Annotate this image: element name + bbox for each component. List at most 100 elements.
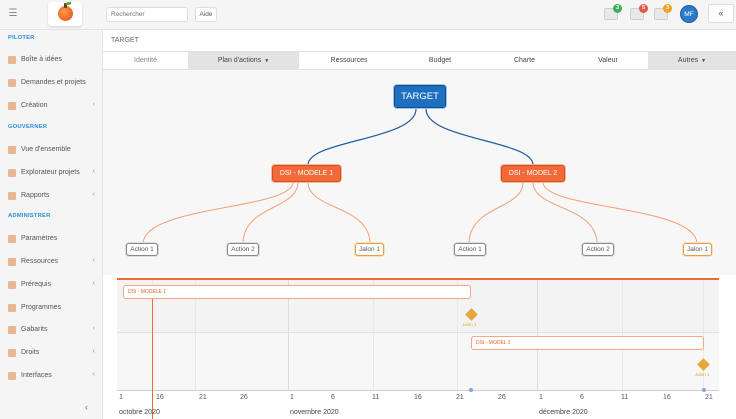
alerts-icon[interactable]: 5 xyxy=(630,4,648,20)
sidebar-item-explorer[interactable]: Explorateur projets ‹ xyxy=(0,165,103,181)
sidebar-item-templates[interactable]: Gabarits ‹ xyxy=(0,322,103,338)
tab-charte[interactable]: Charte xyxy=(481,52,568,70)
marker-dot xyxy=(702,388,706,392)
gantt-bar[interactable]: DSI - MODEL 2 xyxy=(471,336,704,350)
sidebar-item-label: Boîte à idées xyxy=(21,56,62,63)
chevron-left-icon: ‹ xyxy=(92,168,95,175)
tick-label: 1 xyxy=(290,394,294,401)
tab-label: Charte xyxy=(513,57,535,64)
sidebar-item-label: Droits xyxy=(21,349,40,356)
sidebar-item-programs[interactable]: Programmes xyxy=(0,300,103,316)
gantt-bar[interactable]: DSI - MODELE 1 xyxy=(123,285,471,299)
breadcrumb: TARGET xyxy=(111,37,139,44)
model-node[interactable]: DSI - MODELE 1 xyxy=(272,165,341,182)
messages-badge: 3 xyxy=(663,4,672,13)
sidebar-item-settings[interactable]: Paramètres xyxy=(0,231,103,247)
chevron-left-icon: ‹ xyxy=(92,348,95,355)
tick-label: 21 xyxy=(456,394,464,401)
sidebar-item-label: Vue d'ensemble xyxy=(21,146,71,153)
model-node[interactable]: DSI - MODEL 2 xyxy=(501,165,565,182)
sidebar-item-rights[interactable]: Droits ‹ xyxy=(0,345,103,361)
create-icon xyxy=(8,102,16,110)
sidebar-item-label: Interfaces xyxy=(21,372,52,379)
reports-icon xyxy=(8,192,16,200)
sidebar-item-resources[interactable]: Ressources ‹ xyxy=(0,254,103,270)
milestone-node[interactable]: Jalon 1 xyxy=(683,243,712,256)
section-title: GOUVERNER xyxy=(8,124,48,130)
tab-identite[interactable]: Identité xyxy=(103,52,188,70)
tasks-icon[interactable]: 3 xyxy=(604,4,622,20)
month-label: décembre 2020 xyxy=(539,409,588,416)
action-node[interactable]: Action 1 xyxy=(454,243,486,256)
tick-label: 26 xyxy=(240,394,248,401)
action-node[interactable]: Action 2 xyxy=(582,243,614,256)
collapse-sidebar-icon[interactable]: ‹ xyxy=(85,402,88,412)
lightbulb-icon xyxy=(8,56,16,64)
app-logo[interactable] xyxy=(48,2,82,26)
tick-label: 11 xyxy=(621,394,629,401)
tick-label: 6 xyxy=(580,394,584,401)
sidebar-item-ideas[interactable]: Boîte à idées xyxy=(0,52,103,68)
tick-label: 1 xyxy=(119,394,123,401)
tab-ressources[interactable]: Ressources xyxy=(299,52,399,70)
grid-line xyxy=(537,280,538,390)
apple-logo-icon xyxy=(58,2,73,21)
grid-line xyxy=(622,280,623,390)
search-input[interactable] xyxy=(106,7,188,22)
templates-icon xyxy=(8,326,16,334)
row-divider xyxy=(117,332,719,333)
tick-label: 26 xyxy=(498,394,506,401)
sidebar-item-creation[interactable]: Création ‹ xyxy=(0,98,103,114)
avatar[interactable]: MF xyxy=(680,5,698,23)
sidebar-item-prerequisites[interactable]: Prérequis ‹ xyxy=(0,277,103,293)
grid-line xyxy=(288,280,289,390)
alerts-badge: 5 xyxy=(639,4,648,13)
grid-line xyxy=(195,280,196,390)
milestone-node[interactable]: Jalon 1 xyxy=(355,243,384,256)
menu-icon[interactable]: ☰ xyxy=(8,8,18,19)
action-node[interactable]: Action 2 xyxy=(227,243,259,256)
settings-icon xyxy=(8,235,16,243)
sidebar-item-projects[interactable]: Demandes et projets xyxy=(0,75,103,91)
section-title: ADMINISTRER xyxy=(8,213,51,219)
tab-plan-actions[interactable]: Plan d'actions ▼ xyxy=(188,52,299,70)
top-bar: ☰ Aide 3 5 3 MF « xyxy=(0,0,736,30)
sidebar: PILOTER Boîte à idées Demandes et projet… xyxy=(0,30,103,419)
chevron-left-icon: ‹ xyxy=(92,101,95,108)
collapse-panel-button[interactable]: « xyxy=(708,4,734,23)
axis-line xyxy=(117,390,719,391)
help-button[interactable]: Aide xyxy=(195,7,217,22)
tick-label: 21 xyxy=(705,394,713,401)
chevron-left-icon: ‹ xyxy=(92,325,95,332)
tab-label: Identité xyxy=(134,57,157,64)
messages-icon[interactable]: 3 xyxy=(654,4,672,20)
tab-valeur[interactable]: Valeur xyxy=(568,52,648,70)
sidebar-item-label: Programmes xyxy=(21,304,62,311)
tick-label: 6 xyxy=(331,394,335,401)
sidebar-item-interfaces[interactable]: Interfaces ‹ xyxy=(0,368,103,384)
sidebar-item-label: Gabarits xyxy=(21,326,48,333)
tick-label: 16 xyxy=(156,394,164,401)
grid-line xyxy=(457,280,458,390)
tab-budget[interactable]: Budget xyxy=(399,52,481,70)
action-node[interactable]: Action 1 xyxy=(126,243,158,256)
sidebar-item-overview[interactable]: Vue d'ensemble xyxy=(0,142,103,158)
programs-icon xyxy=(8,304,16,312)
tab-bar: Identité Plan d'actions ▼ Ressources Budg… xyxy=(103,51,736,70)
chevron-left-icon: ‹ xyxy=(92,257,95,264)
tick-label: 11 xyxy=(372,394,380,401)
tree-connectors xyxy=(142,108,698,245)
target-node[interactable]: TARGET xyxy=(394,85,446,108)
chevron-left-icon: ‹ xyxy=(92,191,95,198)
section-title: PILOTER xyxy=(8,35,35,41)
month-label: novembre 2020 xyxy=(290,409,339,416)
rights-icon xyxy=(8,349,16,357)
sidebar-item-label: Explorateur projets xyxy=(21,169,80,176)
grid-line xyxy=(703,280,704,390)
tick-label: 16 xyxy=(414,394,422,401)
prereq-icon xyxy=(8,281,16,289)
tab-autres[interactable]: Autres ▼ xyxy=(648,52,736,70)
overview-icon xyxy=(8,146,16,154)
sidebar-item-reports[interactable]: Rapports ‹ xyxy=(0,188,103,204)
sidebar-item-label: Prérequis xyxy=(21,281,51,288)
